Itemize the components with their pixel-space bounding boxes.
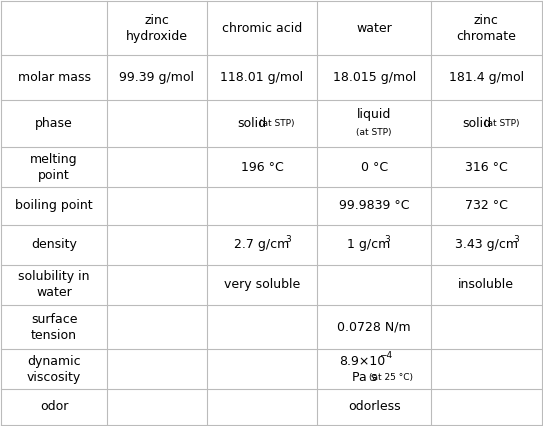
Text: 181.4 g/mol: 181.4 g/mol: [449, 71, 524, 84]
Text: 3: 3: [385, 235, 390, 244]
Text: liquid: liquid: [357, 108, 392, 121]
Text: boiling point: boiling point: [15, 199, 93, 213]
Text: (at STP): (at STP): [356, 128, 392, 137]
Text: 3: 3: [285, 235, 291, 244]
Text: 732 °C: 732 °C: [465, 199, 508, 213]
Text: chromic acid: chromic acid: [222, 22, 302, 35]
Text: (at 25 °C): (at 25 °C): [369, 373, 413, 382]
Text: 99.39 g/mol: 99.39 g/mol: [119, 71, 194, 84]
Text: very soluble: very soluble: [224, 278, 300, 291]
Text: density: density: [31, 238, 77, 251]
Text: molar mass: molar mass: [17, 71, 91, 84]
Text: solid: solid: [462, 117, 491, 130]
Text: 18.015 g/mol: 18.015 g/mol: [332, 71, 416, 84]
Text: insoluble: insoluble: [458, 278, 514, 291]
Text: 1 g/cm: 1 g/cm: [347, 238, 390, 251]
Text: −4: −4: [380, 351, 393, 360]
Text: 8.9×10: 8.9×10: [339, 355, 386, 368]
Text: 316 °C: 316 °C: [465, 161, 508, 174]
Text: 0 °C: 0 °C: [361, 161, 388, 174]
Text: 3: 3: [513, 235, 519, 244]
Text: 118.01 g/mol: 118.01 g/mol: [220, 71, 304, 84]
Text: (at STP): (at STP): [484, 119, 519, 128]
Text: zinc
chromate: zinc chromate: [456, 14, 516, 43]
Text: 3.43 g/cm: 3.43 g/cm: [454, 238, 517, 251]
Text: 0.0728 N/m: 0.0728 N/m: [337, 320, 411, 334]
Text: phase: phase: [35, 117, 73, 130]
Text: melting
point: melting point: [30, 153, 78, 181]
Text: solid: solid: [238, 117, 267, 130]
Text: Pa s: Pa s: [352, 371, 377, 384]
Text: water: water: [356, 22, 392, 35]
Text: 196 °C: 196 °C: [241, 161, 283, 174]
Text: dynamic
viscosity: dynamic viscosity: [27, 355, 81, 384]
Text: surface
tension: surface tension: [31, 313, 77, 342]
Text: zinc
hydroxide: zinc hydroxide: [125, 14, 188, 43]
Text: odorless: odorless: [348, 400, 400, 414]
Text: 2.7 g/cm: 2.7 g/cm: [235, 238, 289, 251]
Text: solubility in
water: solubility in water: [18, 270, 90, 299]
Text: odor: odor: [40, 400, 68, 414]
Text: 99.9839 °C: 99.9839 °C: [339, 199, 409, 213]
Text: (at STP): (at STP): [260, 119, 295, 128]
